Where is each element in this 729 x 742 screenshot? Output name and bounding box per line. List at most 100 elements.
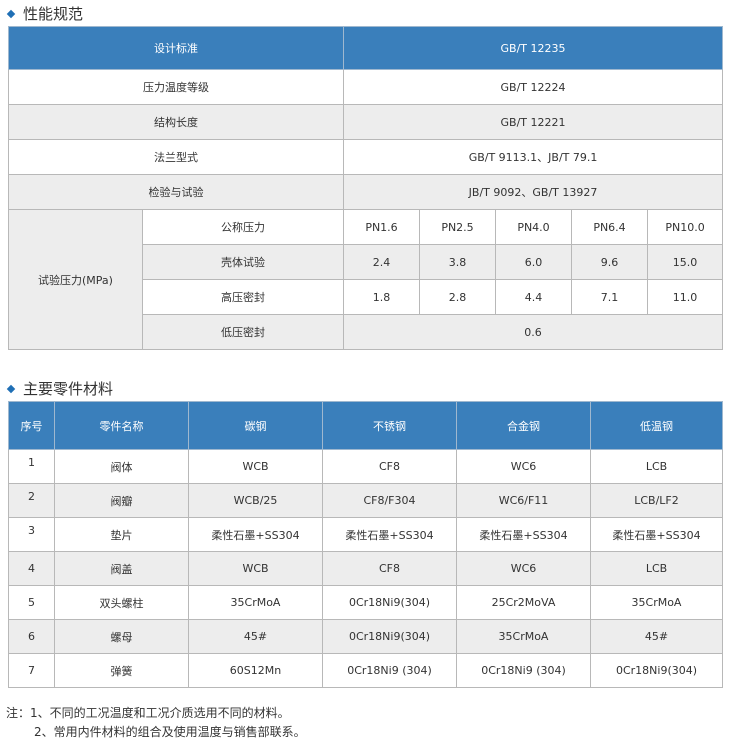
material-cell: 0Cr18Ni9(304) [322,585,457,620]
material-cell: WC6 [456,449,591,484]
row-number: 1 [8,449,55,484]
material-cell: 35CrMoA [456,619,591,654]
materials-table: 序号 零件名称 碳钢 不锈钢 合金钢 低温钢 1 阀体 WCB CF8 WC6 LCB 2 阀瓣 WCB/2… [8,401,723,688]
spec-row: 法兰型式 GB/T 9113.1、JB/T 79.1 [8,139,724,175]
material-cell: 0Cr18Ni9(304) [322,619,457,654]
spec-table: 设计标准 GB/T 12235 压力温度等级 GB/T 12224 结构长度 GB/T 1… [8,26,724,350]
diamond-bullet-icon [6,384,16,393]
test-value: PN10.0 [646,209,724,245]
column-header: 合金钢 [456,401,591,450]
section-title-materials: 主要零件材料 [6,378,113,399]
table-row: 7 弹簧 60S12Mn 0Cr18Ni9 (304) 0Cr18Ni9 (304) 0C… [8,653,723,688]
materials-header-row: 序号 零件名称 碳钢 不锈钢 合金钢 低温钢 [8,401,723,450]
test-row-label: 低压密封 [142,314,344,350]
section-title-spec: 性能规范 [6,3,84,24]
test-value: 7.1 [571,279,648,315]
spec-value: GB/T 12235 [342,26,724,70]
part-name: 阀体 [54,449,189,484]
test-pressure-label: 试验压力(MPa) [8,209,143,350]
spec-row: 设计标准 GB/T 12235 [8,26,724,70]
test-value: PN1.6 [343,209,420,245]
spec-value: GB/T 9113.1、JB/T 79.1 [342,139,724,175]
diamond-bullet-icon [6,9,16,18]
test-value: 9.6 [571,244,648,280]
column-header: 序号 [8,401,55,450]
column-header: 不锈钢 [322,401,457,450]
part-name: 螺母 [54,619,189,654]
spec-label: 法兰型式 [8,139,344,175]
spec-value: GB/T 12224 [342,69,724,105]
test-value: 15.0 [646,244,724,280]
spec-label: 压力温度等级 [8,69,344,105]
test-value: 0.6 [342,314,724,350]
note-2: 2、常用内件材料的组合及使用温度与销售部联系。 [34,725,306,739]
test-row-label: 高压密封 [142,279,344,315]
part-name: 双头螺柱 [54,585,189,620]
test-pressure-row: 高压密封 1.8 2.8 4.4 7.1 11.0 [9,279,724,315]
table-row: 2 阀瓣 WCB/25 CF8/F304 WC6/F11 LCB/LF2 [8,483,723,518]
column-header: 碳钢 [188,401,323,450]
material-cell: 柔性石墨+SS304 [590,517,723,552]
table-row: 4 阀盖 WCB CF8 WC6 LCB [8,551,723,586]
spec-label: 设计标准 [8,26,344,70]
part-name: 垫片 [54,517,189,552]
material-cell: LCB [590,551,723,586]
section-title-text: 性能规范 [23,5,84,23]
material-cell: WC6/F11 [456,483,591,518]
material-cell: 0Cr18Ni9(304) [590,653,723,688]
table-row: 6 螺母 45# 0Cr18Ni9(304) 35CrMoA 45# [8,619,723,654]
test-value: 11.0 [646,279,724,315]
test-pressure-row: 试验压力(MPa) 公称压力 PN1.6 PN2.5 PN4.0 PN6.4 PN10.0 [8,209,724,350]
test-value: 2.8 [419,279,496,315]
material-cell: 柔性石墨+SS304 [456,517,591,552]
material-cell: 45# [590,619,723,654]
material-cell: LCB/LF2 [590,483,723,518]
material-cell: 35CrMoA [590,585,723,620]
row-number: 6 [8,619,55,654]
test-value: PN2.5 [419,209,496,245]
column-header: 零件名称 [54,401,189,450]
material-cell: 0Cr18Ni9 (304) [456,653,591,688]
material-cell: WC6 [456,551,591,586]
material-cell: 柔性石墨+SS304 [188,517,323,552]
material-cell: 柔性石墨+SS304 [322,517,457,552]
material-cell: CF8/F304 [322,483,457,518]
test-row-label: 壳体试验 [142,244,344,280]
part-name: 阀盖 [54,551,189,586]
material-cell: WCB [188,551,323,586]
test-value: 1.8 [343,279,420,315]
table-row: 1 阀体 WCB CF8 WC6 LCB [8,449,723,484]
table-row: 3 垫片 柔性石墨+SS304 柔性石墨+SS304 柔性石墨+SS304 柔性石墨+SS… [8,517,723,552]
material-cell: WCB/25 [188,483,323,518]
spec-label: 结构长度 [8,104,344,140]
spec-row: 压力温度等级 GB/T 12224 [8,69,724,105]
note-1: 注：1、不同的工况温度和工况介质选用不同的材料。 [6,706,290,720]
test-value: 3.8 [419,244,496,280]
material-cell: WCB [188,449,323,484]
material-cell: CF8 [322,449,457,484]
material-cell: 45# [188,619,323,654]
material-cell: 60S12Mn [188,653,323,688]
test-pressure-row: 壳体试验 2.4 3.8 6.0 9.6 15.0 [9,244,724,280]
spec-value: GB/T 12221 [342,104,724,140]
spec-label: 检验与试验 [8,174,344,210]
spec-row: 检验与试验 JB/T 9092、GB/T 13927 [8,174,724,210]
test-row-label: 公称压力 [142,209,344,245]
part-name: 弹簧 [54,653,189,688]
test-value: 6.0 [495,244,572,280]
row-number: 5 [8,585,55,620]
test-value: 4.4 [495,279,572,315]
material-cell: CF8 [322,551,457,586]
material-cell: LCB [590,449,723,484]
column-header: 低温钢 [590,401,723,450]
test-value: 2.4 [343,244,420,280]
spec-value: JB/T 9092、GB/T 13927 [342,174,724,210]
material-cell: 0Cr18Ni9 (304) [322,653,457,688]
row-number: 2 [8,483,55,518]
material-cell: 25Cr2MoVA [456,585,591,620]
table-row: 5 双头螺柱 35CrMoA 0Cr18Ni9(304) 25Cr2MoVA 35CrMo… [8,585,723,620]
material-cell: 35CrMoA [188,585,323,620]
row-number: 4 [8,551,55,586]
part-name: 阀瓣 [54,483,189,518]
row-number: 7 [8,653,55,688]
